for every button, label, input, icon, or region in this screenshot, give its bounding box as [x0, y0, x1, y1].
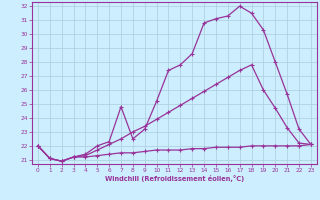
X-axis label: Windchill (Refroidissement éolien,°C): Windchill (Refroidissement éolien,°C) — [105, 175, 244, 182]
